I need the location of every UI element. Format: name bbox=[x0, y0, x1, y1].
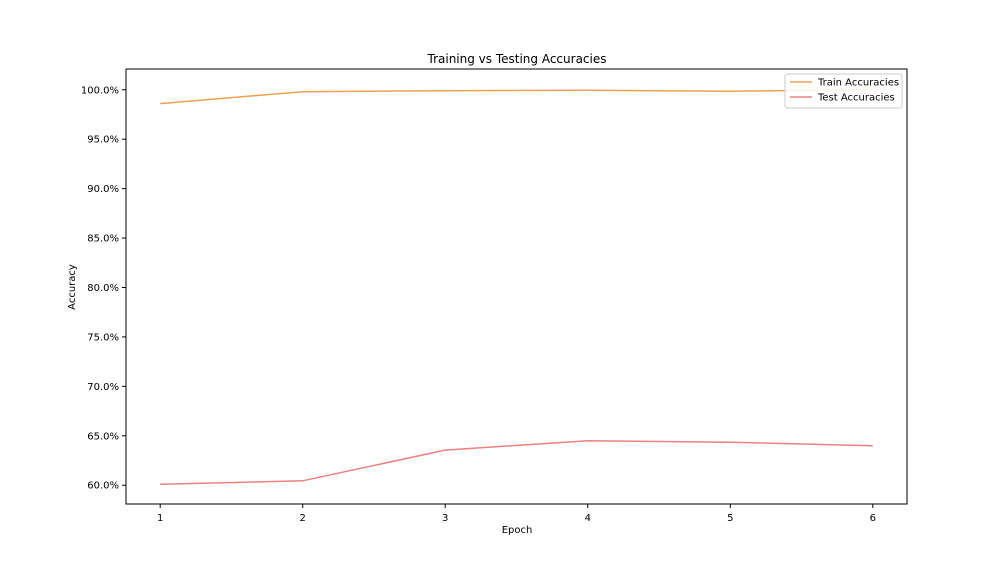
x-tick-label: 6 bbox=[870, 513, 876, 524]
x-tick-label: 3 bbox=[442, 513, 448, 524]
legend-label: Test Accuracies bbox=[817, 93, 895, 104]
x-tick-label: 2 bbox=[300, 513, 306, 524]
chart-title: Training vs Testing Accuracies bbox=[427, 52, 607, 66]
y-tick-label: 95.0% bbox=[87, 135, 119, 146]
y-axis-label: Accuracy bbox=[67, 264, 78, 310]
y-tick-label: 65.0% bbox=[87, 431, 119, 442]
series-line-test-accuracies bbox=[160, 439, 873, 485]
x-axis-label: Epoch bbox=[502, 525, 533, 536]
series-lines bbox=[160, 89, 873, 485]
axis-ticks: 1 2 3 4 5 6 60.0% 65.0% 70.0% 75.0% 80.0% 85.0% 90.0… bbox=[81, 85, 876, 524]
x-tick-label: 5 bbox=[727, 513, 733, 524]
legend-box bbox=[784, 73, 903, 109]
legend-label: Train Accuracies bbox=[817, 78, 899, 89]
y-tick-label: 100.0% bbox=[81, 85, 119, 96]
y-tick-label: 70.0% bbox=[87, 382, 119, 393]
y-tick-label: 60.0% bbox=[87, 481, 119, 492]
legend: Train Accuracies Test Accuracies bbox=[784, 73, 903, 109]
y-tick-label: 90.0% bbox=[87, 184, 119, 195]
series-line-train-accuracies bbox=[160, 89, 873, 105]
plot-frame bbox=[125, 68, 908, 505]
y-tick-label: 80.0% bbox=[87, 283, 119, 294]
y-tick-label: 85.0% bbox=[87, 234, 119, 245]
x-tick-label: 1 bbox=[157, 513, 163, 524]
y-tick-label: 75.0% bbox=[87, 332, 119, 343]
x-tick-label: 4 bbox=[585, 513, 591, 524]
